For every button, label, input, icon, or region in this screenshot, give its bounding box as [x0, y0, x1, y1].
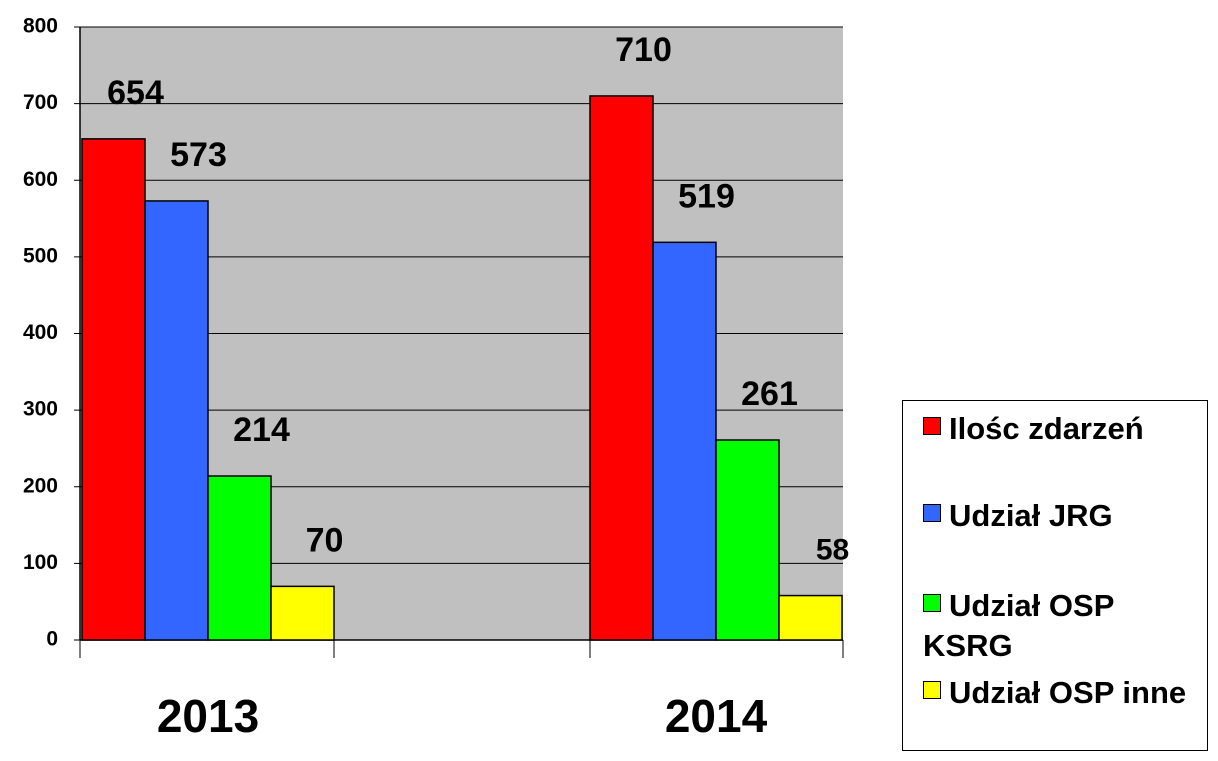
legend-label: Udział OSP inne — [949, 675, 1187, 710]
legend-swatch — [923, 417, 941, 435]
bar — [652, 241, 717, 641]
x-tick-label: 2013 — [157, 690, 259, 742]
legend-swatch — [923, 594, 941, 612]
y-tick-label: 600 — [23, 168, 58, 191]
legend-swatch — [923, 681, 941, 699]
y-tick-label: 0 — [46, 628, 58, 651]
legend-label: Udział OSP KSRG — [923, 588, 1114, 663]
y-tick-label: 300 — [23, 398, 58, 421]
y-tick-label: 400 — [23, 321, 58, 344]
data-label: 710 — [615, 31, 672, 69]
y-tick-label: 200 — [23, 474, 58, 497]
y-tick-label: 500 — [23, 244, 58, 267]
data-label: 214 — [233, 411, 290, 449]
legend-swatch — [923, 504, 941, 522]
data-label: 654 — [107, 74, 164, 112]
data-label: 70 — [306, 521, 344, 559]
bar — [589, 95, 654, 641]
bar — [778, 594, 843, 641]
legend-item: Udział OSP inne — [923, 673, 1203, 713]
legend-item: Udział OSP KSRG — [923, 586, 1203, 666]
data-label: 58 — [816, 533, 849, 566]
legend-label: Ilośc zdarzeń — [949, 411, 1144, 446]
data-label: 519 — [678, 177, 735, 215]
y-tick-label: 800 — [23, 15, 58, 38]
x-tick-label: 2014 — [665, 690, 768, 742]
bar — [207, 475, 272, 641]
bar — [144, 200, 209, 641]
legend: Ilośc zdarzeń Udział JRG Udział OSP KSRG Ud… — [902, 400, 1208, 751]
legend-label: Udział JRG — [949, 498, 1113, 533]
legend-item: Udział JRG — [923, 496, 1203, 536]
bar — [81, 138, 146, 641]
data-label: 573 — [170, 136, 227, 174]
legend-item: Ilośc zdarzeń — [923, 409, 1203, 449]
data-label: 261 — [741, 375, 798, 413]
bar — [270, 585, 335, 641]
bar — [715, 439, 780, 641]
y-tick-label: 100 — [23, 551, 58, 574]
y-tick-label: 700 — [23, 91, 58, 114]
